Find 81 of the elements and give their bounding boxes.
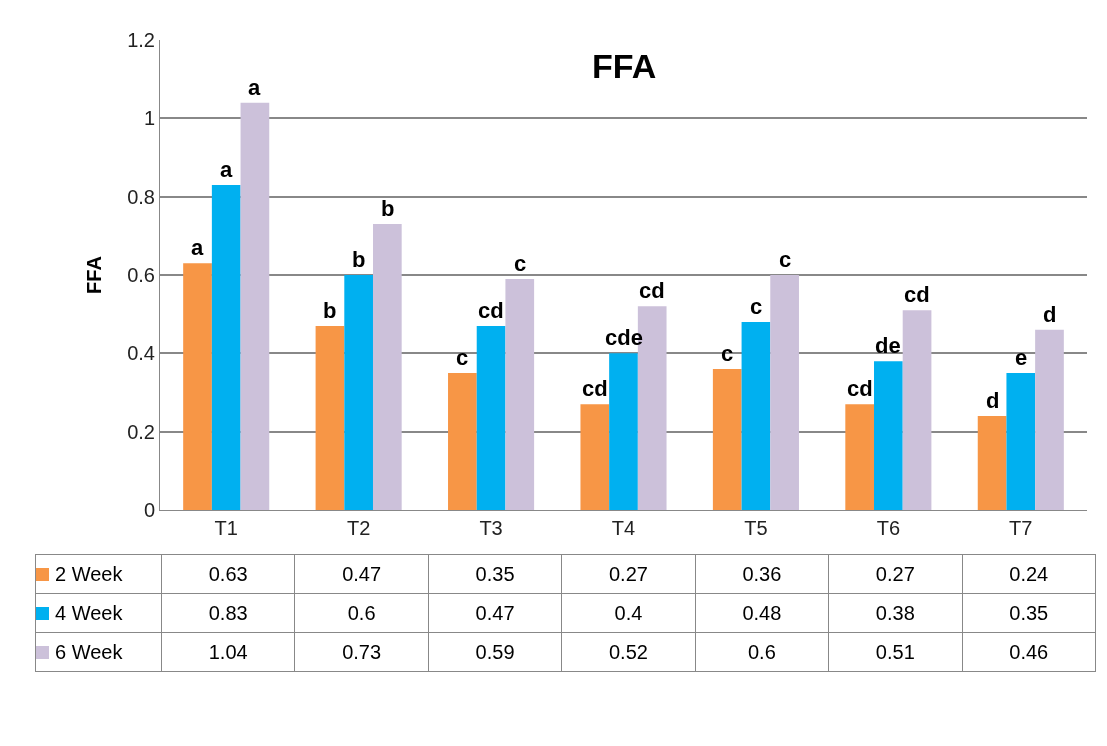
y-tick-label: 1 (143, 107, 155, 130)
x-tick-label: T5 (744, 517, 768, 539)
bar (448, 372, 477, 510)
annotation: cde (605, 325, 643, 350)
bar (344, 275, 373, 510)
bar (741, 322, 771, 510)
y-tick-label: 0.8 (127, 185, 155, 208)
y-tick-label: 0.2 (127, 420, 155, 443)
data-label: 0.46 (962, 632, 1096, 672)
x-tick-label: T3 (479, 517, 503, 539)
chart-title: FFA (592, 47, 657, 85)
legend-label: 4 Week (35, 593, 162, 633)
annotation: cd (847, 376, 873, 401)
bar (712, 369, 742, 510)
bar (372, 224, 402, 510)
y-tick-label: 0.4 (127, 342, 155, 365)
annotation: b (381, 196, 395, 221)
bar (1035, 329, 1064, 510)
bar (874, 361, 903, 510)
annotation: a (191, 235, 204, 260)
annotation: c (721, 341, 734, 366)
data-label: 0.4 (561, 593, 696, 633)
data-label: 1.04 (161, 632, 295, 672)
bar (609, 353, 638, 510)
data-label: 0.6 (294, 593, 429, 633)
data-label: 0.51 (828, 632, 963, 672)
bar (505, 278, 535, 510)
legend-label: 2 Week (35, 554, 162, 594)
data-label: 0.35 (428, 554, 562, 594)
annotation: cd (904, 282, 930, 307)
data-label: 0.27 (828, 554, 963, 594)
x-tick-label: T4 (611, 517, 636, 539)
bar (476, 325, 506, 510)
annotation: d (1043, 302, 1057, 327)
bar (902, 310, 932, 510)
data-label: 0.52 (561, 632, 696, 672)
x-tick-label: T7 (1009, 517, 1033, 539)
data-label: 0.24 (962, 554, 1096, 594)
bar (770, 275, 799, 510)
bar (183, 263, 212, 510)
bar (240, 102, 270, 510)
bar (845, 404, 875, 510)
data-label: 0.47 (294, 554, 429, 594)
annotation: cd (639, 278, 665, 303)
x-tick-label: T1 (214, 517, 238, 539)
annotation: d (986, 388, 1000, 413)
y-tick-label: 1.2 (127, 29, 155, 51)
data-label: 0.6 (695, 632, 829, 672)
y-tick-label: 0.6 (127, 264, 155, 286)
annotation: c (750, 294, 763, 319)
annotation: c (779, 247, 792, 272)
annotation: c (456, 345, 469, 370)
data-label: 0.38 (828, 593, 963, 633)
annotation: de (875, 333, 901, 358)
legend-label: 6 Week (35, 632, 162, 672)
annotation: b (352, 247, 366, 272)
bar (977, 416, 1007, 510)
annotation: b (323, 298, 337, 323)
annotation: a (220, 157, 233, 182)
data-label: 0.83 (161, 593, 295, 633)
annotation: cd (478, 298, 504, 323)
y-tick-label: 0 (143, 499, 155, 521)
data-label: 0.48 (695, 593, 829, 633)
data-label: 0.36 (695, 554, 829, 594)
bar (211, 184, 241, 510)
data-label: 0.47 (428, 593, 562, 633)
data-label: 0.35 (962, 593, 1096, 633)
data-label: 0.73 (294, 632, 429, 672)
annotation: a (248, 75, 261, 100)
x-tick-label: T6 (876, 517, 901, 539)
data-label: 0.27 (561, 554, 696, 594)
data-label: 0.63 (161, 554, 295, 594)
annotation: c (514, 251, 527, 276)
y-axis-title: FFA (82, 256, 105, 294)
bar (1006, 372, 1036, 510)
bar (315, 325, 345, 510)
data-label: 0.59 (428, 632, 562, 672)
x-tick-label: T2 (346, 517, 371, 539)
bar (580, 404, 610, 510)
annotation: e (1015, 345, 1028, 370)
annotation: cd (582, 376, 608, 401)
